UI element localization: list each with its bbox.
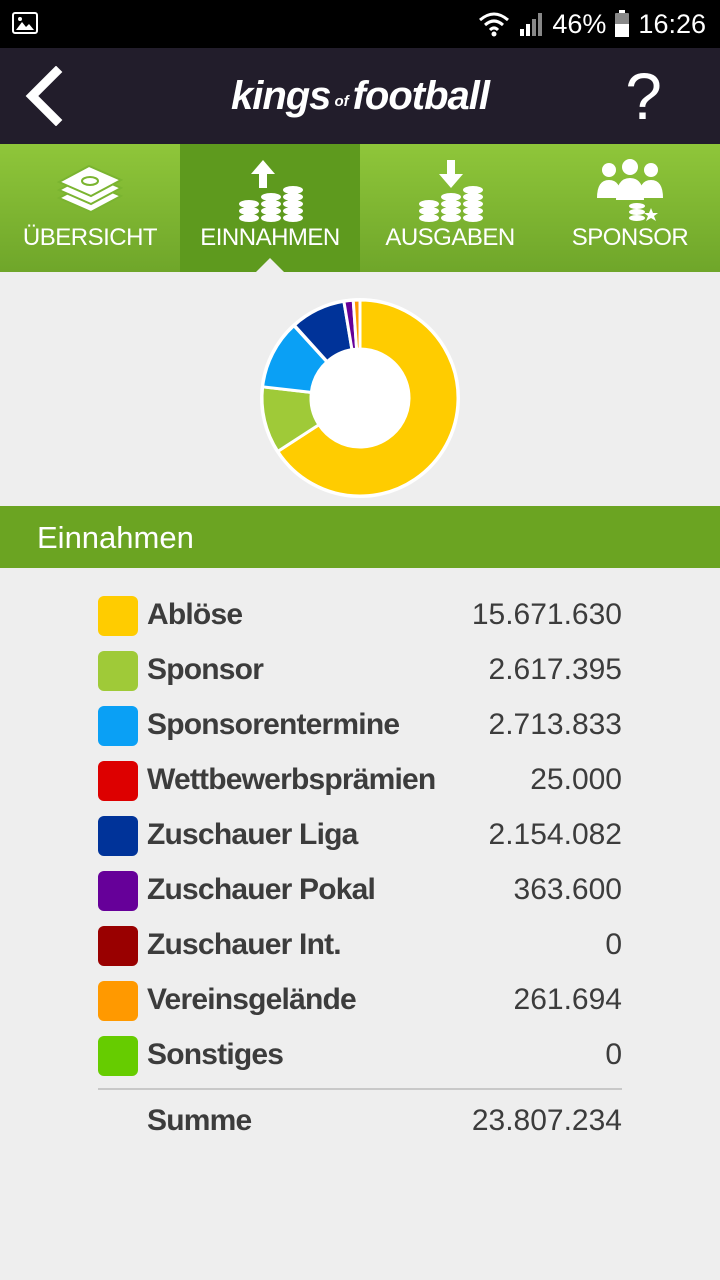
- signal-icon: [518, 11, 544, 37]
- wifi-icon: [478, 11, 510, 37]
- color-swatch: [98, 651, 138, 691]
- color-swatch: [98, 1036, 138, 1076]
- tab-label: ÜBERSICHT: [22, 224, 158, 251]
- active-tab-indicator: [255, 258, 285, 273]
- clock: 16:26: [638, 8, 706, 39]
- item-label: Zuschauer Liga: [147, 818, 358, 851]
- list-item-vereinsgelaende: Vereinsgelände 261.694: [98, 973, 622, 1028]
- sum-row: Summe 23.807.234: [98, 1090, 622, 1150]
- status-bar: 46% 16:26: [0, 0, 720, 48]
- help-button[interactable]: ?: [625, 59, 662, 133]
- chevron-left-icon: [25, 65, 63, 127]
- income-donut-chart: [260, 298, 460, 498]
- tab-label: AUSGABEN: [385, 224, 515, 251]
- logo-text-of: of: [334, 92, 349, 110]
- back-button[interactable]: [20, 65, 76, 127]
- color-swatch: [98, 706, 138, 746]
- item-value: 363.600: [513, 873, 622, 906]
- battery-icon: [614, 10, 630, 38]
- list-item-sponsorentermine: Sponsorentermine 2.713.833: [98, 698, 622, 753]
- tab-einnahmen[interactable]: EINNAHMEN: [180, 144, 360, 272]
- item-label: Wettbewerbsprämien: [147, 763, 436, 796]
- gallery-icon: [12, 12, 38, 34]
- divider: [98, 1088, 622, 1090]
- list-item-zuschauer-pokal: Zuschauer Pokal 363.600: [98, 863, 622, 918]
- item-label: Vereinsgelände: [147, 983, 357, 1016]
- item-value: 2.617.395: [488, 653, 622, 686]
- coins-down-icon: [419, 160, 483, 222]
- item-value: 25.000: [530, 763, 622, 796]
- item-value: 0: [605, 1038, 622, 1071]
- item-label: Sponsor: [147, 653, 264, 686]
- logo-text-football: football: [352, 73, 490, 118]
- list-item-sponsor: Sponsor 2.617.395: [98, 643, 622, 698]
- item-value: 261.694: [513, 983, 622, 1016]
- tab-bar: ÜBERSICHT EINNAHMEN: [0, 144, 720, 272]
- list-item-wettbewerbspraemien: Wettbewerbsprämien 25.000: [98, 753, 622, 808]
- money-stack-icon: [56, 164, 124, 214]
- list-item-abloese: Ablöse 15.671.630: [98, 588, 622, 643]
- coins-up-icon: [239, 160, 303, 222]
- donut-hole: [311, 349, 409, 447]
- item-value: 2.154.082: [488, 818, 622, 851]
- list-item-sonstiges: Sonstiges 0: [98, 1028, 622, 1083]
- item-label: Sponsorentermine: [147, 708, 400, 741]
- tab-uebersicht[interactable]: ÜBERSICHT: [0, 144, 180, 272]
- tab-label: EINNAHMEN: [200, 224, 340, 251]
- app-header: kings of football ?: [0, 48, 720, 144]
- kings-of-football-logo: kings of football: [0, 48, 720, 144]
- tab-label: SPONSOR: [571, 224, 689, 251]
- battery-percent: 46%: [552, 8, 607, 39]
- item-value: 0: [605, 928, 622, 961]
- tab-sponsor[interactable]: SPONSOR: [540, 144, 720, 272]
- color-swatch: [98, 816, 138, 856]
- section-header: Einnahmen: [0, 506, 720, 568]
- item-label: Zuschauer Pokal: [147, 873, 376, 906]
- logo-text-kings: kings: [230, 73, 331, 118]
- item-label: Ablöse: [147, 598, 243, 631]
- income-list: Ablöse 15.671.630 Sponsor 2.617.395 Spon…: [98, 588, 622, 1150]
- sum-value: 23.807.234: [471, 1104, 622, 1137]
- list-item-zuschauer-liga: Zuschauer Liga 2.154.082: [98, 808, 622, 863]
- color-swatch: [98, 926, 138, 966]
- color-swatch: [98, 596, 138, 636]
- item-value: 15.671.630: [471, 598, 622, 631]
- sum-label: Summe: [147, 1104, 252, 1137]
- item-label: Zuschauer Int.: [147, 928, 342, 961]
- color-swatch: [98, 981, 138, 1021]
- item-value: 2.713.833: [488, 708, 622, 741]
- item-label: Sonstiges: [147, 1038, 284, 1071]
- list-item-zuschauer-int: Zuschauer Int. 0: [98, 918, 622, 973]
- section-title: Einnahmen: [37, 520, 194, 555]
- color-swatch: [98, 761, 138, 801]
- sponsor-group-icon: [597, 159, 663, 221]
- tab-ausgaben[interactable]: AUSGABEN: [360, 144, 540, 272]
- color-swatch: [98, 871, 138, 911]
